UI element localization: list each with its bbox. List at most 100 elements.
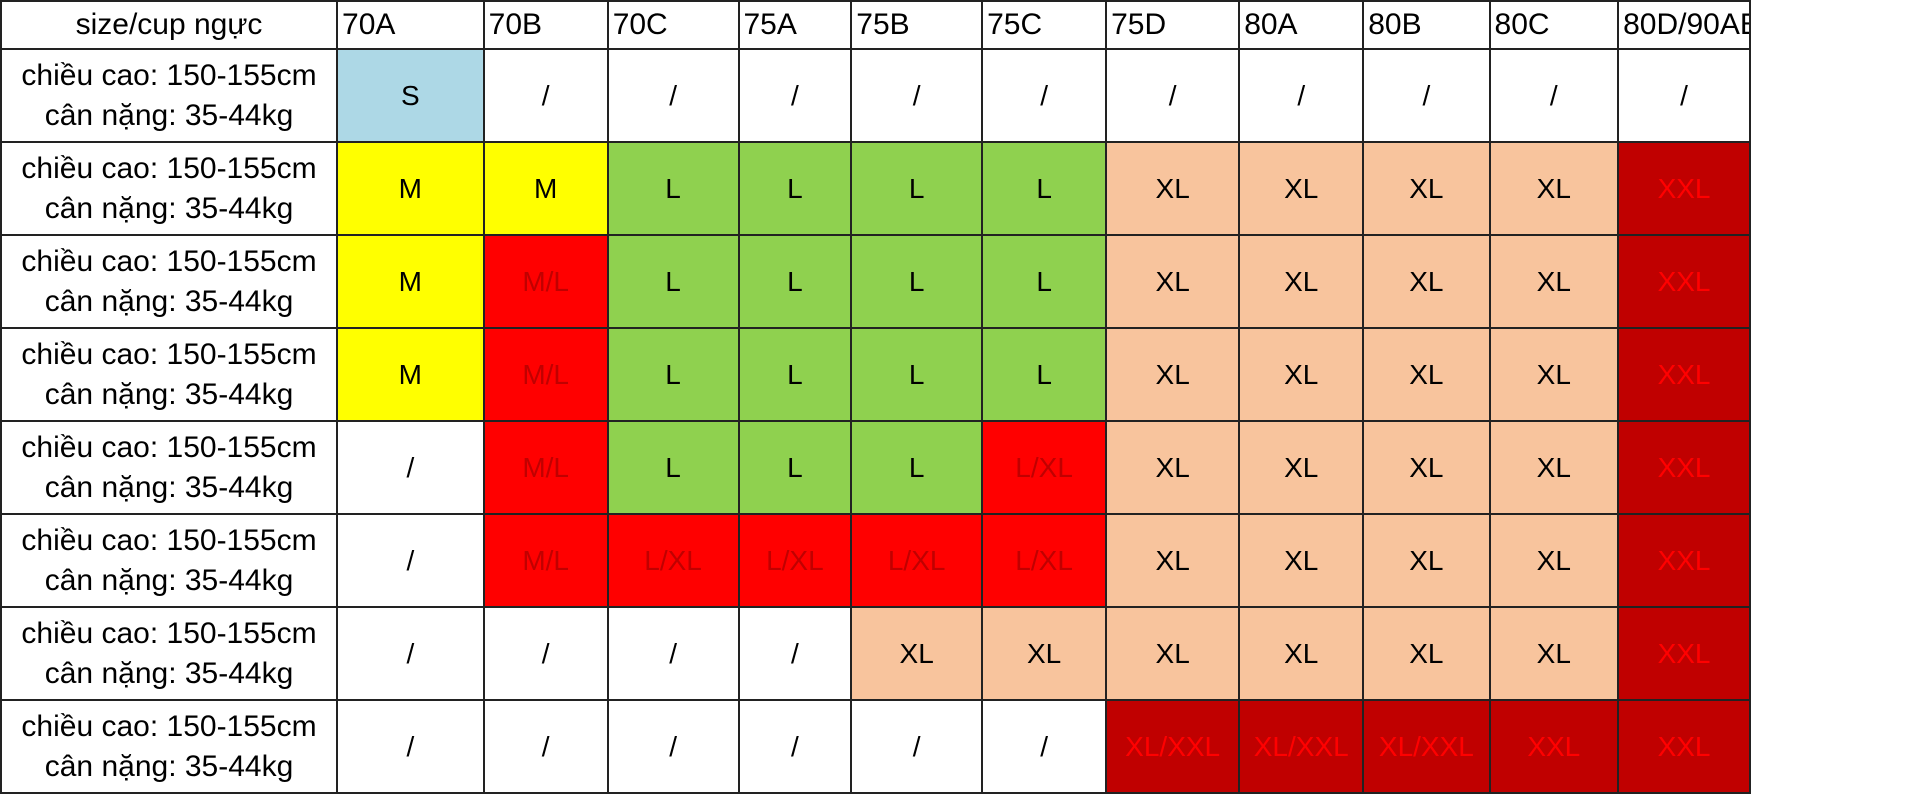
size-cell: L <box>737 141 853 236</box>
size-cell: XL <box>1105 513 1241 608</box>
size-cell: / <box>482 699 609 794</box>
height-label: chiều cao: 150-155cm <box>21 616 317 650</box>
size-cell: / <box>981 699 1108 794</box>
height-label: chiều cao: 150-155cm <box>21 709 317 743</box>
table-row: chiều cao: 150-155cm cân nặng: 35-44kg / M/… <box>0 513 1917 608</box>
size-cell: L/XL <box>850 513 984 608</box>
size-cell: L <box>606 420 740 515</box>
size-cell: M <box>336 141 485 236</box>
size-cell: XL <box>1105 420 1241 515</box>
column-header: 80A <box>1238 0 1365 50</box>
size-cell: L/XL <box>981 513 1108 608</box>
size-cell: XXL <box>1617 606 1752 701</box>
size-cell: / <box>1238 48 1365 143</box>
size-cell: XL <box>1238 513 1365 608</box>
column-header: 75B <box>850 0 984 50</box>
size-cell: / <box>606 606 740 701</box>
height-label: chiều cao: 150-155cm <box>21 151 317 185</box>
table-row: chiều cao: 150-155cm cân nặng: 35-44kg / / /… <box>0 606 1917 701</box>
size-cell: L <box>981 234 1108 329</box>
size-cell: XL/XXL <box>1362 699 1491 794</box>
size-cell: XXL <box>1617 513 1752 608</box>
row-label: chiều cao: 150-155cm cân nặng: 35-44kg <box>0 234 339 329</box>
size-cell: L <box>850 420 984 515</box>
weight-label: cân nặng: 35-44kg <box>44 98 294 132</box>
size-cell: / <box>336 513 485 608</box>
weight-label: cân nặng: 35-44kg <box>44 656 294 690</box>
size-cell: / <box>482 606 609 701</box>
row-label: chiều cao: 150-155cm cân nặng: 35-44kg <box>0 513 339 608</box>
size-cell: / <box>1488 48 1620 143</box>
size-cell: L <box>850 141 984 236</box>
size-cell: L <box>981 327 1108 422</box>
size-cell: XXL <box>1617 141 1752 236</box>
size-cell: XL <box>1362 513 1491 608</box>
size-cell: L <box>606 327 740 422</box>
row-label: chiều cao: 150-155cm cân nặng: 35-44kg <box>0 606 339 701</box>
size-cell: / <box>606 699 740 794</box>
size-cell: M <box>336 327 485 422</box>
weight-label: cân nặng: 35-44kg <box>44 377 294 411</box>
size-cell: M/L <box>482 234 609 329</box>
size-cell: XL <box>1105 234 1241 329</box>
header-row: size/cup ngực 70A 70B 70C 75A 75B 75C 75D 80A 80B… <box>0 0 1917 50</box>
size-cell: M <box>482 141 609 236</box>
size-cell: / <box>1617 48 1752 143</box>
size-cell: M/L <box>482 420 609 515</box>
height-label: chiều cao: 150-155cm <box>21 58 317 92</box>
column-header: 70B <box>482 0 609 50</box>
size-cell: M/L <box>482 327 609 422</box>
height-label: chiều cao: 150-155cm <box>21 244 317 278</box>
size-cell: XL <box>1238 141 1365 236</box>
size-cell: L/XL <box>606 513 740 608</box>
size-cell: XL <box>1488 420 1620 515</box>
column-header: 70C <box>606 0 740 50</box>
column-header: 80D/90AB <box>1617 0 1752 50</box>
size-cell: XXL <box>1617 699 1752 794</box>
weight-label: cân nặng: 35-44kg <box>44 470 294 504</box>
column-header: 80C <box>1488 0 1620 50</box>
column-header: 75A <box>737 0 853 50</box>
size-cell: / <box>1362 48 1491 143</box>
size-cell: XXL <box>1617 234 1752 329</box>
size-cell: L <box>606 141 740 236</box>
row-label: chiều cao: 150-155cm cân nặng: 35-44kg <box>0 327 339 422</box>
corner-header: size/cup ngực <box>0 0 339 50</box>
size-cell: XL <box>1362 141 1491 236</box>
size-cell: XL/XXL <box>1105 699 1241 794</box>
column-header: 75C <box>981 0 1108 50</box>
size-cell: / <box>336 699 485 794</box>
size-cell: M <box>336 234 485 329</box>
size-cell: XL <box>1362 420 1491 515</box>
size-cell: XL <box>1488 606 1620 701</box>
size-cell: XL <box>1238 606 1365 701</box>
weight-label: cân nặng: 35-44kg <box>44 191 294 225</box>
height-label: chiều cao: 150-155cm <box>21 523 317 557</box>
size-cell: L/XL <box>981 420 1108 515</box>
size-cell: / <box>1105 48 1241 143</box>
column-header: 75D <box>1105 0 1241 50</box>
table-row: chiều cao: 150-155cm cân nặng: 35-44kg M M/… <box>0 327 1917 422</box>
size-cell: XL <box>1238 420 1365 515</box>
size-cell: XL <box>1488 513 1620 608</box>
column-header: 80B <box>1362 0 1491 50</box>
size-cell: XL <box>1238 234 1365 329</box>
row-label: chiều cao: 150-155cm cân nặng: 35-44kg <box>0 48 339 143</box>
row-label: chiều cao: 150-155cm cân nặng: 35-44kg <box>0 699 339 794</box>
size-cell: L <box>737 327 853 422</box>
table-row: chiều cao: 150-155cm cân nặng: 35-44kg M M L… <box>0 141 1917 236</box>
size-cell: / <box>336 606 485 701</box>
size-cell: XL <box>1105 141 1241 236</box>
height-label: chiều cao: 150-155cm <box>21 337 317 371</box>
row-label: chiều cao: 150-155cm cân nặng: 35-44kg <box>0 420 339 515</box>
size-cell: / <box>336 420 485 515</box>
size-cell: / <box>737 606 853 701</box>
size-cell: / <box>737 48 853 143</box>
size-cell: XL <box>1488 141 1620 236</box>
weight-label: cân nặng: 35-44kg <box>44 284 294 318</box>
size-cell: S <box>336 48 485 143</box>
size-cell: / <box>482 48 609 143</box>
weight-label: cân nặng: 35-44kg <box>44 563 294 597</box>
table-row: chiều cao: 150-155cm cân nặng: 35-44kg M M/… <box>0 234 1917 329</box>
size-cell: / <box>981 48 1108 143</box>
